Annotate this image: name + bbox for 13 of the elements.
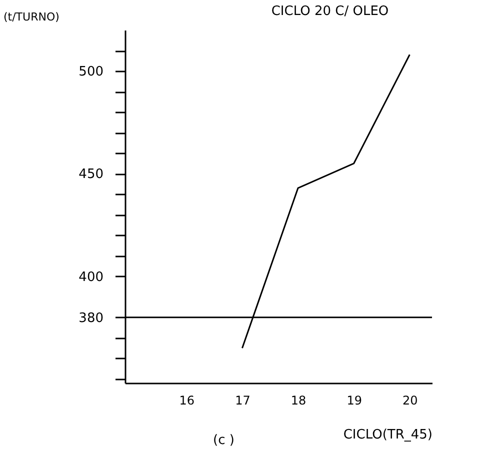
x-axis-title: CICLO(TR_45) <box>343 428 432 442</box>
y-tick-label: 450 <box>78 167 104 182</box>
x-tick-label: 17 <box>235 394 250 408</box>
y-axis-title: (t/TURNO) <box>4 10 60 24</box>
y-tick-label: 380 <box>78 310 104 326</box>
x-tick-label: 20 <box>402 394 418 408</box>
chart-title: CICLO 20 C/ OLEO <box>271 4 389 19</box>
y-tick-label: 400 <box>78 270 104 285</box>
y-tick-label: 500 <box>78 64 104 80</box>
x-tick-label: 18 <box>290 394 306 408</box>
x-tick-label: 19 <box>346 394 362 408</box>
x-tick-label: 16 <box>179 394 195 408</box>
text: (c ) <box>213 433 234 448</box>
